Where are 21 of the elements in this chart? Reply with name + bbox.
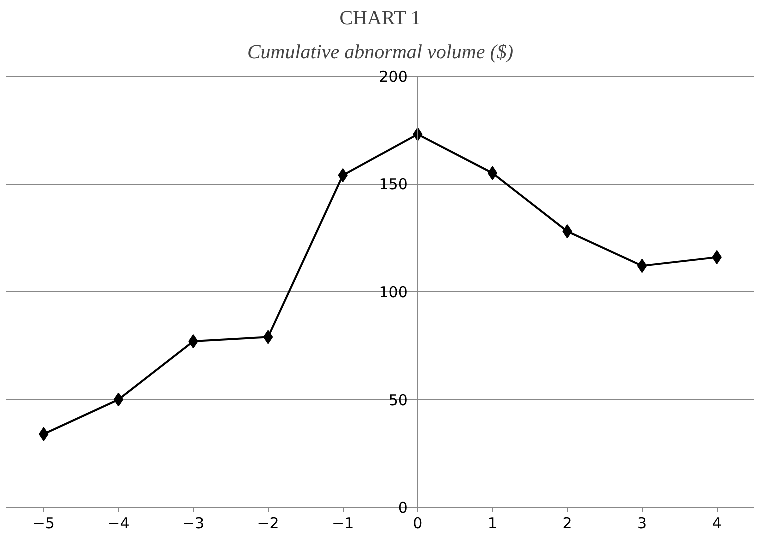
y-tick-label: 0 bbox=[398, 499, 408, 518]
y-tick-label: 200 bbox=[379, 68, 408, 86]
chart-subtitle: Cumulative abnormal volume ($) bbox=[247, 42, 514, 64]
x-tick-label: −3 bbox=[182, 514, 205, 533]
point bbox=[637, 259, 648, 274]
point bbox=[114, 392, 124, 407]
x-tick-label: 3 bbox=[638, 514, 648, 533]
x-tick-label: 4 bbox=[712, 514, 722, 533]
y-tick-label: 150 bbox=[379, 176, 408, 194]
y-tick-label: 50 bbox=[388, 391, 408, 410]
y-tick-label: 100 bbox=[379, 283, 408, 302]
x-tick-label: 1 bbox=[488, 514, 498, 533]
chart-title: CHART 1 bbox=[340, 8, 421, 30]
x-tick-label: −5 bbox=[32, 514, 55, 533]
x-tick-label: 2 bbox=[562, 514, 572, 533]
x-tick-label: 0 bbox=[413, 514, 423, 533]
point bbox=[488, 166, 498, 180]
x-tick-label: −1 bbox=[332, 514, 354, 533]
x-tick-label: −2 bbox=[257, 514, 280, 533]
point bbox=[263, 330, 274, 344]
x-tick-label: −4 bbox=[108, 514, 130, 533]
